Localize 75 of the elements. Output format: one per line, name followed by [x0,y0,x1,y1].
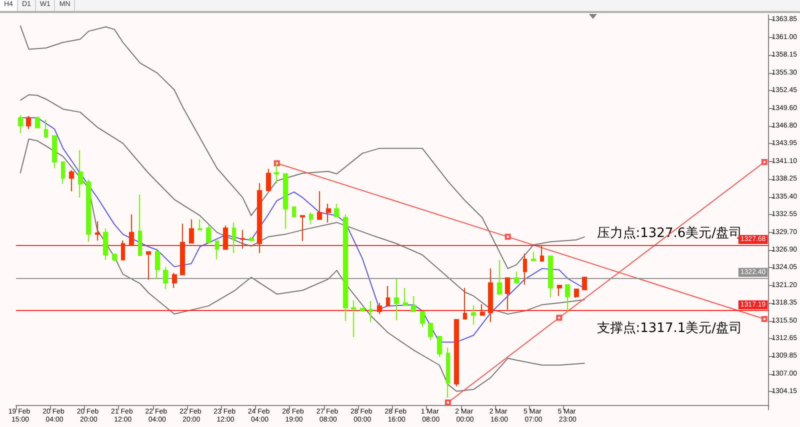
candlestick [480,304,485,316]
candlestick [189,218,194,244]
candlestick [420,311,425,328]
candlestick [326,203,331,223]
candlestick [112,253,117,262]
candlestick [61,160,65,184]
candlestick [411,295,416,313]
candlestick [514,271,519,284]
candlestick [240,229,245,250]
point [504,234,511,240]
candlestick [18,114,23,134]
candlestick [497,259,502,295]
candlestick [129,214,134,246]
candlestick [488,268,493,323]
candlestick [257,182,262,254]
line-series [20,138,586,392]
candlestick [249,236,254,242]
candlestick [86,178,91,242]
candlestick [198,218,202,230]
candlestick [155,249,160,280]
annotation: 支撑点:1317.1美元/盘司 [596,320,742,336]
candlestick [26,115,31,130]
candlestick [463,287,467,320]
candlestick [428,322,433,341]
candlestick [138,194,142,256]
candlestick [454,319,459,387]
candlestick [377,302,382,315]
candlestick [206,225,211,243]
candlestick [121,240,125,260]
candlestick [523,253,527,286]
candlestick [565,284,570,312]
candlestick [44,119,48,138]
candlestick [582,276,587,290]
candlestick [52,134,57,169]
candlestick [351,300,356,338]
candlestick [95,220,100,242]
candlestick [292,206,296,218]
candlestick [172,272,177,288]
candlestick [505,277,510,310]
candlestick [180,223,185,276]
candlestick [309,212,313,225]
candlestick [386,286,390,306]
candlestick [215,240,219,260]
candlestick [531,251,536,261]
candlestick [266,168,271,192]
candlestick [403,287,408,306]
candlestick [471,304,476,326]
candlestick [574,288,579,298]
candlestick [317,190,322,220]
candlestick [146,251,151,280]
candlestick [334,203,339,218]
point [556,314,562,321]
point [761,316,768,322]
candlestick [437,336,442,358]
candlestick [78,150,83,198]
candlestick [232,222,236,254]
candlestick [223,225,228,250]
candlestick [69,170,74,192]
point [444,400,451,406]
candlestick [548,256,553,298]
candlestick [394,278,399,321]
candlestick [35,116,40,128]
line-series [20,94,586,315]
candlestick [446,347,450,398]
candlestick [369,300,373,323]
candlestick [283,173,288,230]
candlestick [540,246,544,262]
candlestick [163,266,168,290]
line-series [20,25,586,270]
candlestick [360,308,365,312]
candlestick [300,215,305,242]
candlestick [103,228,108,260]
point [761,159,768,166]
candlestick [557,284,562,296]
candlestick [343,214,348,322]
